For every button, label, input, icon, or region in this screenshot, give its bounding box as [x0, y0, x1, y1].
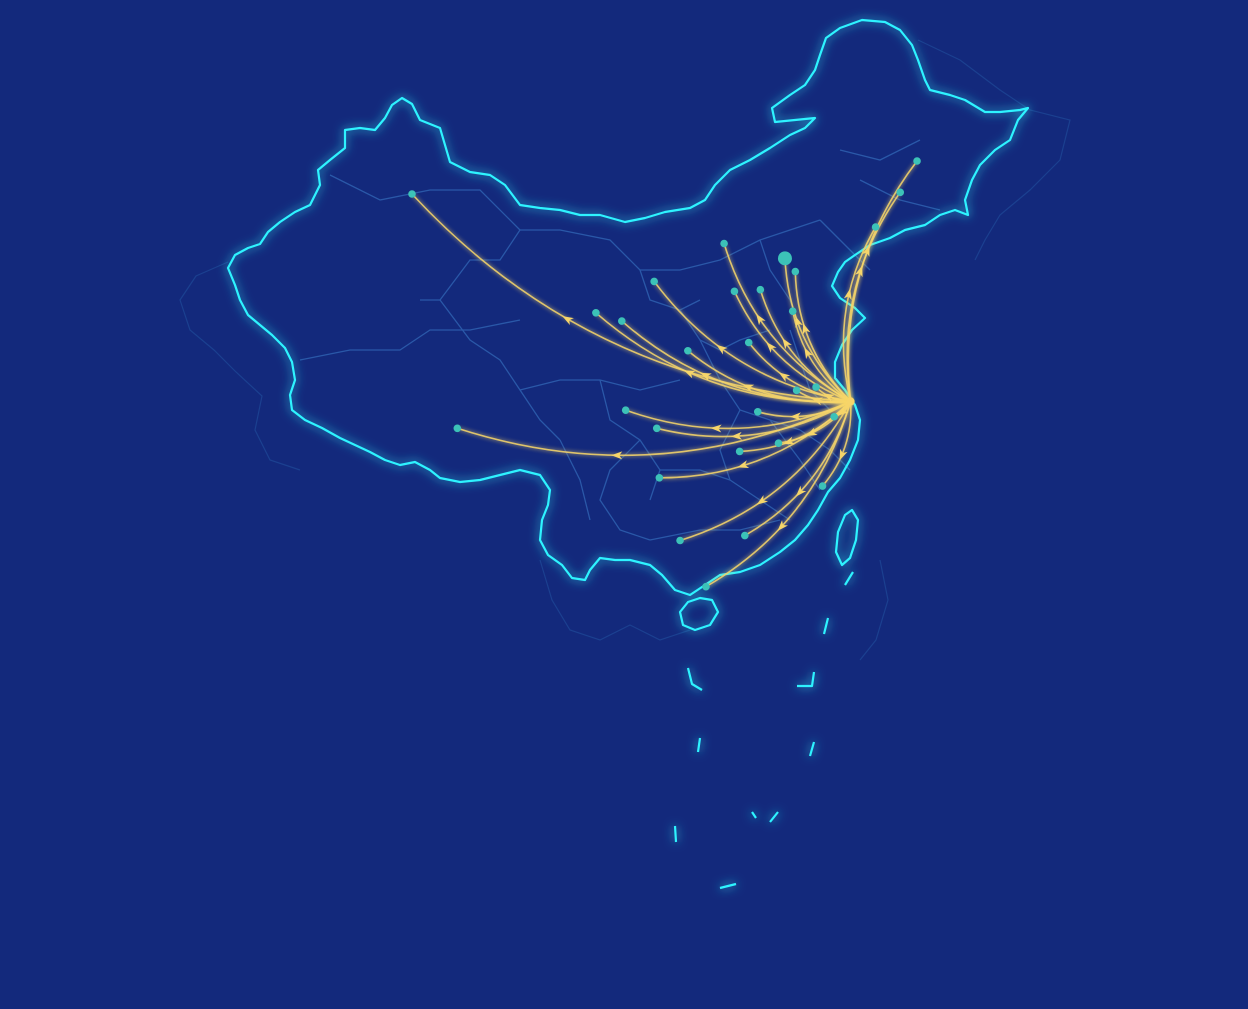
city-dot: [730, 287, 739, 296]
flow-line: [778, 400, 852, 444]
flow-line: [759, 289, 852, 403]
city-dot: [655, 474, 664, 482]
flow-arrow-icon: [742, 384, 755, 393]
neighbor-outlines: [179, 39, 1071, 661]
city-dot: [788, 307, 797, 315]
flow-arrow-icon: [683, 370, 696, 379]
city-dot: [830, 412, 838, 421]
city-dot: [720, 239, 728, 248]
flow-arrow-icon: [710, 424, 722, 433]
flow-arrow-icon: [700, 372, 712, 381]
city-dot: [756, 285, 765, 294]
flow-arrow-icon: [839, 448, 848, 461]
flow-arrow-icon: [811, 397, 824, 406]
flow-line: [656, 400, 852, 438]
city-dot: [453, 424, 462, 433]
flow-line: [457, 400, 851, 457]
china-border: [226, 18, 1030, 890]
city-dot: [913, 157, 921, 165]
city-dot: [702, 582, 710, 591]
flow-arrow-icon: [737, 460, 750, 468]
flow-arrow-icon: [789, 412, 802, 421]
city-dot: [592, 309, 600, 317]
flow-arrow-icon: [756, 313, 766, 326]
flow-line: [842, 226, 877, 402]
flow-arrow-icon: [611, 451, 623, 460]
flow-line: [757, 400, 851, 418]
flow-line: [411, 193, 851, 403]
city-dots-layer: [408, 157, 921, 591]
city-dot: [791, 267, 800, 276]
flow-arrow-icon: [782, 338, 792, 350]
city-dot: [812, 383, 820, 391]
flow-arrow-icon: [562, 316, 574, 326]
flow-line: [653, 280, 851, 403]
city-dot: [896, 188, 905, 197]
flow-arrow-icon: [778, 372, 791, 382]
flow-line: [659, 400, 852, 479]
city-dot: [652, 424, 661, 433]
flow-line: [679, 401, 852, 542]
flow-arrow-icon: [823, 393, 835, 402]
city-dot: [818, 482, 827, 490]
city-dot: [684, 346, 692, 355]
flow-line: [846, 191, 901, 402]
city-dot: [408, 190, 416, 198]
city-dot: [617, 317, 626, 325]
flow-arrow-icon: [804, 347, 814, 360]
city-dot: [792, 386, 801, 395]
flow-arrow-icon: [766, 342, 777, 353]
city-dot: [744, 338, 753, 347]
city-dot: [871, 223, 880, 231]
flow-line: [794, 271, 852, 402]
flow-arrow-icon: [716, 344, 728, 355]
city-dot: [650, 277, 658, 286]
flow-arrow-icon: [795, 316, 803, 328]
city-dot: [774, 439, 783, 447]
city-dot: [621, 406, 630, 414]
flow-arrow-icon: [730, 431, 743, 440]
flow-arrow-icon: [843, 288, 852, 301]
city-dot: [676, 536, 684, 545]
city-dot: [741, 531, 749, 540]
flow-line: [705, 401, 852, 588]
flow-line: [847, 160, 918, 402]
flow-arrow-icon: [756, 495, 769, 505]
flow-line: [796, 389, 851, 404]
flow-arrow-icon: [802, 323, 811, 335]
city-dot: [753, 408, 762, 416]
flow-line: [821, 401, 852, 487]
flow-line: [791, 310, 852, 403]
flow-arrow-icon: [861, 245, 870, 257]
hub-dot: [846, 397, 855, 406]
flow-lines-layer: [411, 160, 918, 588]
city-dot: [777, 251, 792, 266]
flow-arrow-icon: [777, 520, 788, 531]
flow-line: [733, 291, 851, 403]
flow-arrow-icon: [795, 485, 807, 497]
city-dot: [735, 447, 744, 456]
